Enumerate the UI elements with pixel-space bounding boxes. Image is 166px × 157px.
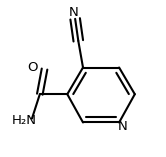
Text: O: O xyxy=(28,61,38,74)
Text: N: N xyxy=(118,120,128,133)
Text: H₂N: H₂N xyxy=(12,114,37,127)
Text: N: N xyxy=(69,6,79,19)
